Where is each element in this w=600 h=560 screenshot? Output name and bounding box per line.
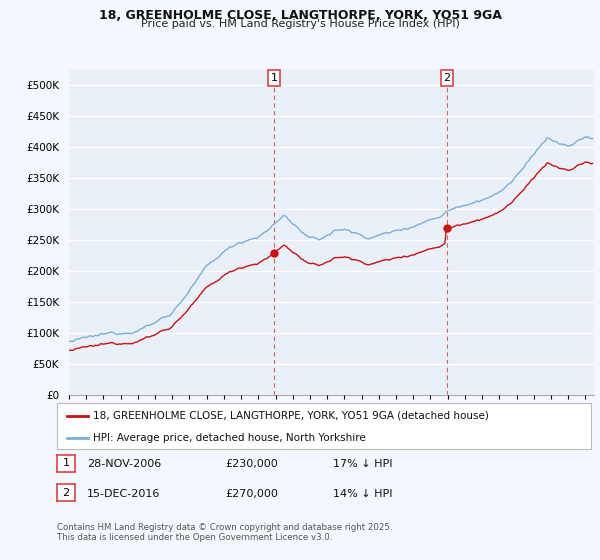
Text: 17% ↓ HPI: 17% ↓ HPI [333, 459, 392, 469]
Text: 18, GREENHOLME CLOSE, LANGTHORPE, YORK, YO51 9GA: 18, GREENHOLME CLOSE, LANGTHORPE, YORK, … [98, 9, 502, 22]
Text: 1: 1 [271, 73, 278, 83]
Text: 15-DEC-2016: 15-DEC-2016 [87, 489, 160, 499]
Text: 18, GREENHOLME CLOSE, LANGTHORPE, YORK, YO51 9GA (detached house): 18, GREENHOLME CLOSE, LANGTHORPE, YORK, … [94, 410, 489, 421]
Text: HPI: Average price, detached house, North Yorkshire: HPI: Average price, detached house, Nort… [94, 433, 366, 442]
Text: Contains HM Land Registry data © Crown copyright and database right 2025.
This d: Contains HM Land Registry data © Crown c… [57, 523, 392, 543]
Text: 28-NOV-2006: 28-NOV-2006 [87, 459, 161, 469]
Text: Price paid vs. HM Land Registry's House Price Index (HPI): Price paid vs. HM Land Registry's House … [140, 19, 460, 29]
Text: 1: 1 [62, 458, 70, 468]
Text: 14% ↓ HPI: 14% ↓ HPI [333, 489, 392, 499]
Text: £270,000: £270,000 [225, 489, 278, 499]
Text: 2: 2 [62, 488, 70, 498]
Text: £230,000: £230,000 [225, 459, 278, 469]
Text: 2: 2 [443, 73, 451, 83]
